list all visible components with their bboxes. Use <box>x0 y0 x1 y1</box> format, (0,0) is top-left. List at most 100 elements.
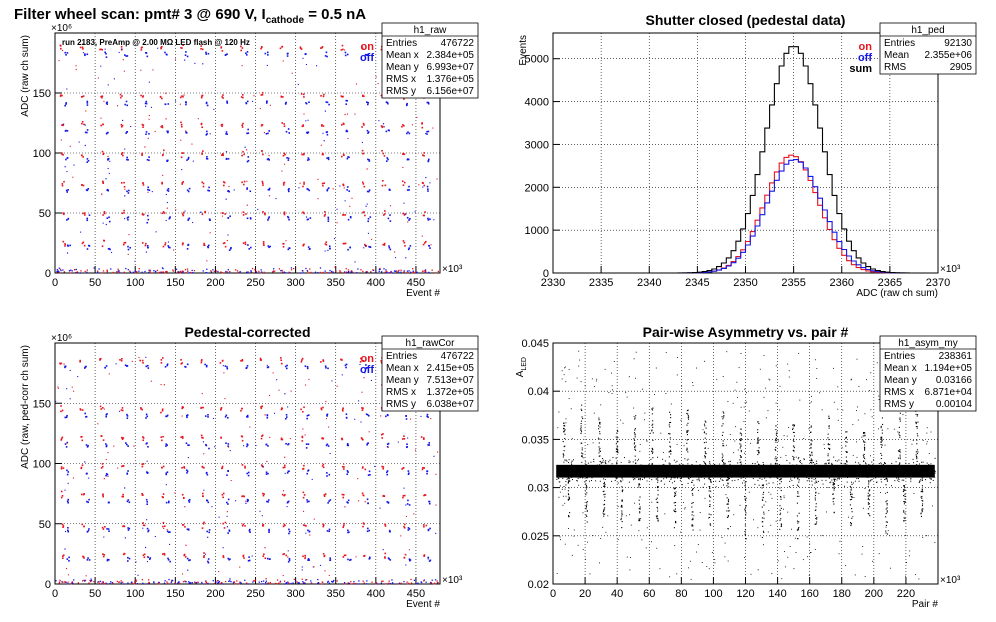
data-point-off <box>407 473 410 476</box>
data-point-on <box>342 48 344 51</box>
data-point-transition <box>175 100 177 102</box>
data-point-spike <box>864 457 866 460</box>
data-point-baseline <box>149 269 151 272</box>
data-point <box>618 468 620 470</box>
data-point-off <box>64 51 67 54</box>
data-point-on <box>83 244 86 247</box>
data-point-outlier <box>915 426 917 428</box>
data-point-spike <box>815 518 817 520</box>
data-point-transition <box>192 221 194 224</box>
data-point-baseline <box>309 268 311 270</box>
data-point-transition <box>78 141 80 143</box>
data-point-off <box>369 556 371 559</box>
data-point-on <box>242 96 244 99</box>
data-point-off <box>229 558 231 560</box>
data-point-on <box>224 521 227 524</box>
data-point-spike <box>740 449 742 451</box>
data-point <box>629 475 631 477</box>
data-point-outlier <box>363 377 365 379</box>
data-point-baseline <box>390 271 392 273</box>
data-point-spike <box>868 499 870 501</box>
data-point <box>928 472 930 474</box>
data-point <box>651 465 653 467</box>
data-point-transition <box>102 222 104 224</box>
data-point <box>614 467 616 469</box>
data-point-off <box>368 159 370 161</box>
data-point-off <box>227 158 230 160</box>
data-point <box>674 468 676 470</box>
data-point <box>682 472 684 474</box>
data-point-off <box>427 158 430 161</box>
data-point-outlier <box>664 513 666 515</box>
data-point-spike <box>686 439 688 441</box>
data-point-spike <box>862 460 865 462</box>
data-point <box>818 466 820 468</box>
stats-label: RMS y <box>386 86 416 97</box>
data-point-baseline <box>205 582 208 585</box>
data-point-spike <box>739 461 741 464</box>
data-point-outlier <box>746 438 748 440</box>
data-point-spike <box>688 416 690 418</box>
data-point-off <box>347 558 349 561</box>
data-point <box>798 465 800 467</box>
data-point <box>782 466 784 468</box>
data-point <box>617 482 619 484</box>
data-point-spike <box>708 478 710 480</box>
data-point-outlier <box>569 498 571 500</box>
data-point-spike <box>774 448 776 450</box>
data-point-outlier <box>838 553 840 555</box>
data-point-on <box>181 437 184 439</box>
data-point-transition <box>239 566 241 568</box>
data-point-spike <box>921 505 923 507</box>
data-point-off <box>169 531 171 533</box>
data-point <box>732 466 734 468</box>
data-point-spike <box>581 416 583 418</box>
data-point-off <box>369 216 372 218</box>
data-point-on <box>302 524 305 526</box>
data-point-off <box>307 470 309 472</box>
data-point-off <box>209 219 211 222</box>
data-point <box>838 478 840 480</box>
data-point-outlier <box>565 495 567 497</box>
data-point <box>642 471 644 473</box>
data-point-baseline <box>61 581 63 583</box>
data-point-transition <box>360 421 362 423</box>
data-point <box>832 475 834 477</box>
data-point-baseline <box>202 270 204 272</box>
data-point <box>880 481 882 483</box>
data-point <box>835 472 837 474</box>
data-point-on <box>141 359 144 362</box>
data-point <box>931 472 933 474</box>
data-point-on <box>104 525 106 528</box>
data-point-on <box>80 436 82 438</box>
data-point-on <box>83 123 85 126</box>
data-point-spike <box>603 513 605 515</box>
data-point-on <box>140 49 143 51</box>
data-point-outlier <box>604 368 606 370</box>
data-point-spike <box>670 414 672 416</box>
data-point-on <box>201 527 204 529</box>
data-point-outlier <box>785 566 786 568</box>
data-point-on <box>301 359 303 361</box>
data-point-outlier <box>105 223 107 226</box>
data-point-on <box>101 150 104 153</box>
data-point-baseline <box>344 271 346 274</box>
data-point-outlier <box>668 433 669 434</box>
data-point-baseline <box>163 582 166 584</box>
data-point-on <box>283 464 286 467</box>
data-point-baseline <box>58 267 60 269</box>
data-point-outlier <box>646 527 648 529</box>
data-point-on <box>102 182 105 185</box>
data-point <box>798 457 800 459</box>
data-point-on <box>242 94 244 96</box>
data-point-on <box>79 408 82 410</box>
data-point-on <box>161 181 163 184</box>
data-point-baseline <box>119 272 121 274</box>
data-point-spike <box>634 429 636 431</box>
data-point-off <box>345 366 347 369</box>
data-point-on <box>160 359 163 361</box>
data-point-baseline <box>332 580 334 583</box>
data-point-on <box>101 465 104 468</box>
data-point <box>777 472 779 474</box>
data-point <box>752 462 754 464</box>
